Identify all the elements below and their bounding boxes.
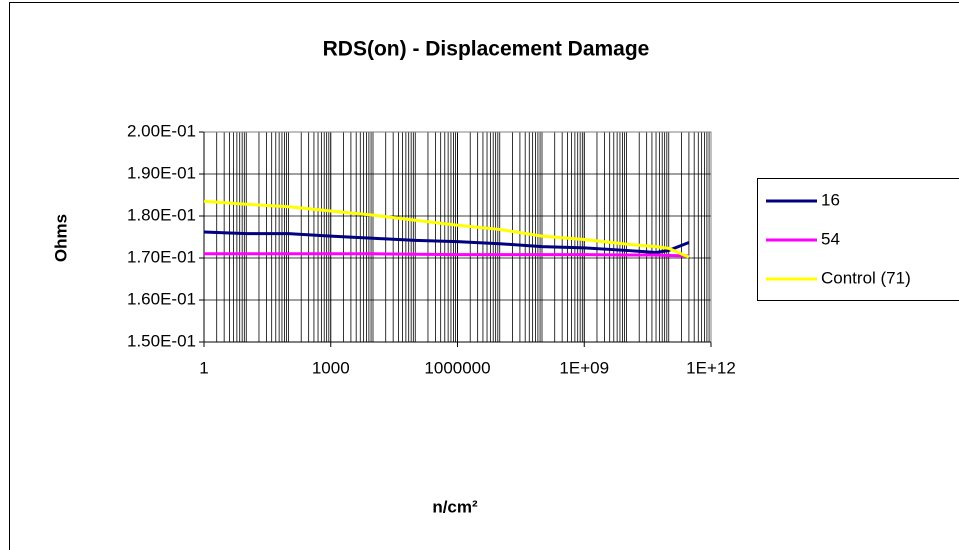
y-tick-label: 1.50E-01 bbox=[127, 331, 196, 350]
x-tick-label: 1000 bbox=[312, 358, 350, 377]
chart-title: RDS(on) - Displacement Damage bbox=[323, 38, 650, 61]
data-line bbox=[203, 199, 690, 259]
data-line bbox=[203, 230, 690, 255]
x-tick-label: 1E+12 bbox=[686, 358, 736, 377]
y-tick-label: 1.90E-01 bbox=[127, 163, 196, 182]
y-tick-label: 1.80E-01 bbox=[127, 205, 196, 224]
x-tick-label: 1000000 bbox=[424, 358, 490, 377]
y-tick-label: 1.60E-01 bbox=[127, 289, 196, 308]
legend-label: 54 bbox=[821, 229, 840, 248]
y-tick-label: 2.00E-01 bbox=[127, 121, 196, 140]
x-tick-label: 1E+09 bbox=[559, 358, 609, 377]
y-tick-label: 1.70E-01 bbox=[127, 247, 196, 266]
legend-label: Control (71) bbox=[821, 268, 911, 287]
data-line bbox=[204, 252, 689, 258]
y-axis-label: Ohms bbox=[51, 214, 70, 262]
x-tick-label: 1 bbox=[199, 358, 208, 377]
x-axis-label: n/cm² bbox=[432, 497, 478, 516]
legend-label: 16 bbox=[821, 190, 840, 209]
